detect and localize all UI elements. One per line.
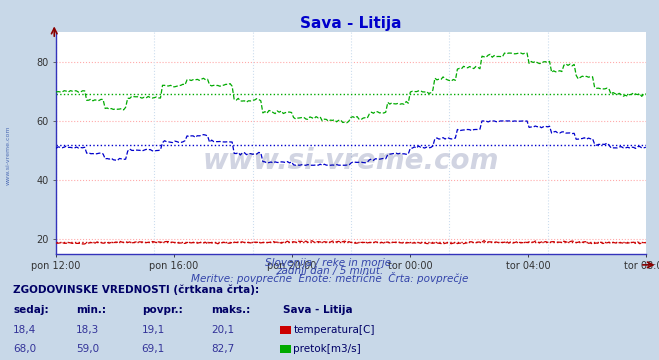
Text: 68,0: 68,0 <box>13 344 36 354</box>
Text: www.si-vreme.com: www.si-vreme.com <box>5 125 11 185</box>
Text: 18,4: 18,4 <box>13 325 36 335</box>
Text: sedaj:: sedaj: <box>13 305 49 315</box>
Text: 59,0: 59,0 <box>76 344 99 354</box>
Text: min.:: min.: <box>76 305 106 315</box>
Text: maks.:: maks.: <box>211 305 250 315</box>
Text: 20,1: 20,1 <box>211 325 234 335</box>
Text: zadnji dan / 5 minut.: zadnji dan / 5 minut. <box>276 266 383 276</box>
Text: 82,7: 82,7 <box>211 344 234 354</box>
Text: Meritve: povprečne  Enote: metrične  Črta: povprečje: Meritve: povprečne Enote: metrične Črta:… <box>191 271 468 284</box>
Text: Sava - Litija: Sava - Litija <box>283 305 353 315</box>
Text: 19,1: 19,1 <box>142 325 165 335</box>
Title: Sava - Litija: Sava - Litija <box>300 16 402 31</box>
Text: pretok[m3/s]: pretok[m3/s] <box>293 344 361 354</box>
Text: 69,1: 69,1 <box>142 344 165 354</box>
Text: povpr.:: povpr.: <box>142 305 183 315</box>
Text: Slovenija / reke in morje.: Slovenija / reke in morje. <box>265 258 394 268</box>
Text: 18,3: 18,3 <box>76 325 99 335</box>
Text: ZGODOVINSKE VREDNOSTI (črtkana črta):: ZGODOVINSKE VREDNOSTI (črtkana črta): <box>13 285 259 296</box>
Text: www.si-vreme.com: www.si-vreme.com <box>203 147 499 175</box>
Text: temperatura[C]: temperatura[C] <box>293 325 375 335</box>
